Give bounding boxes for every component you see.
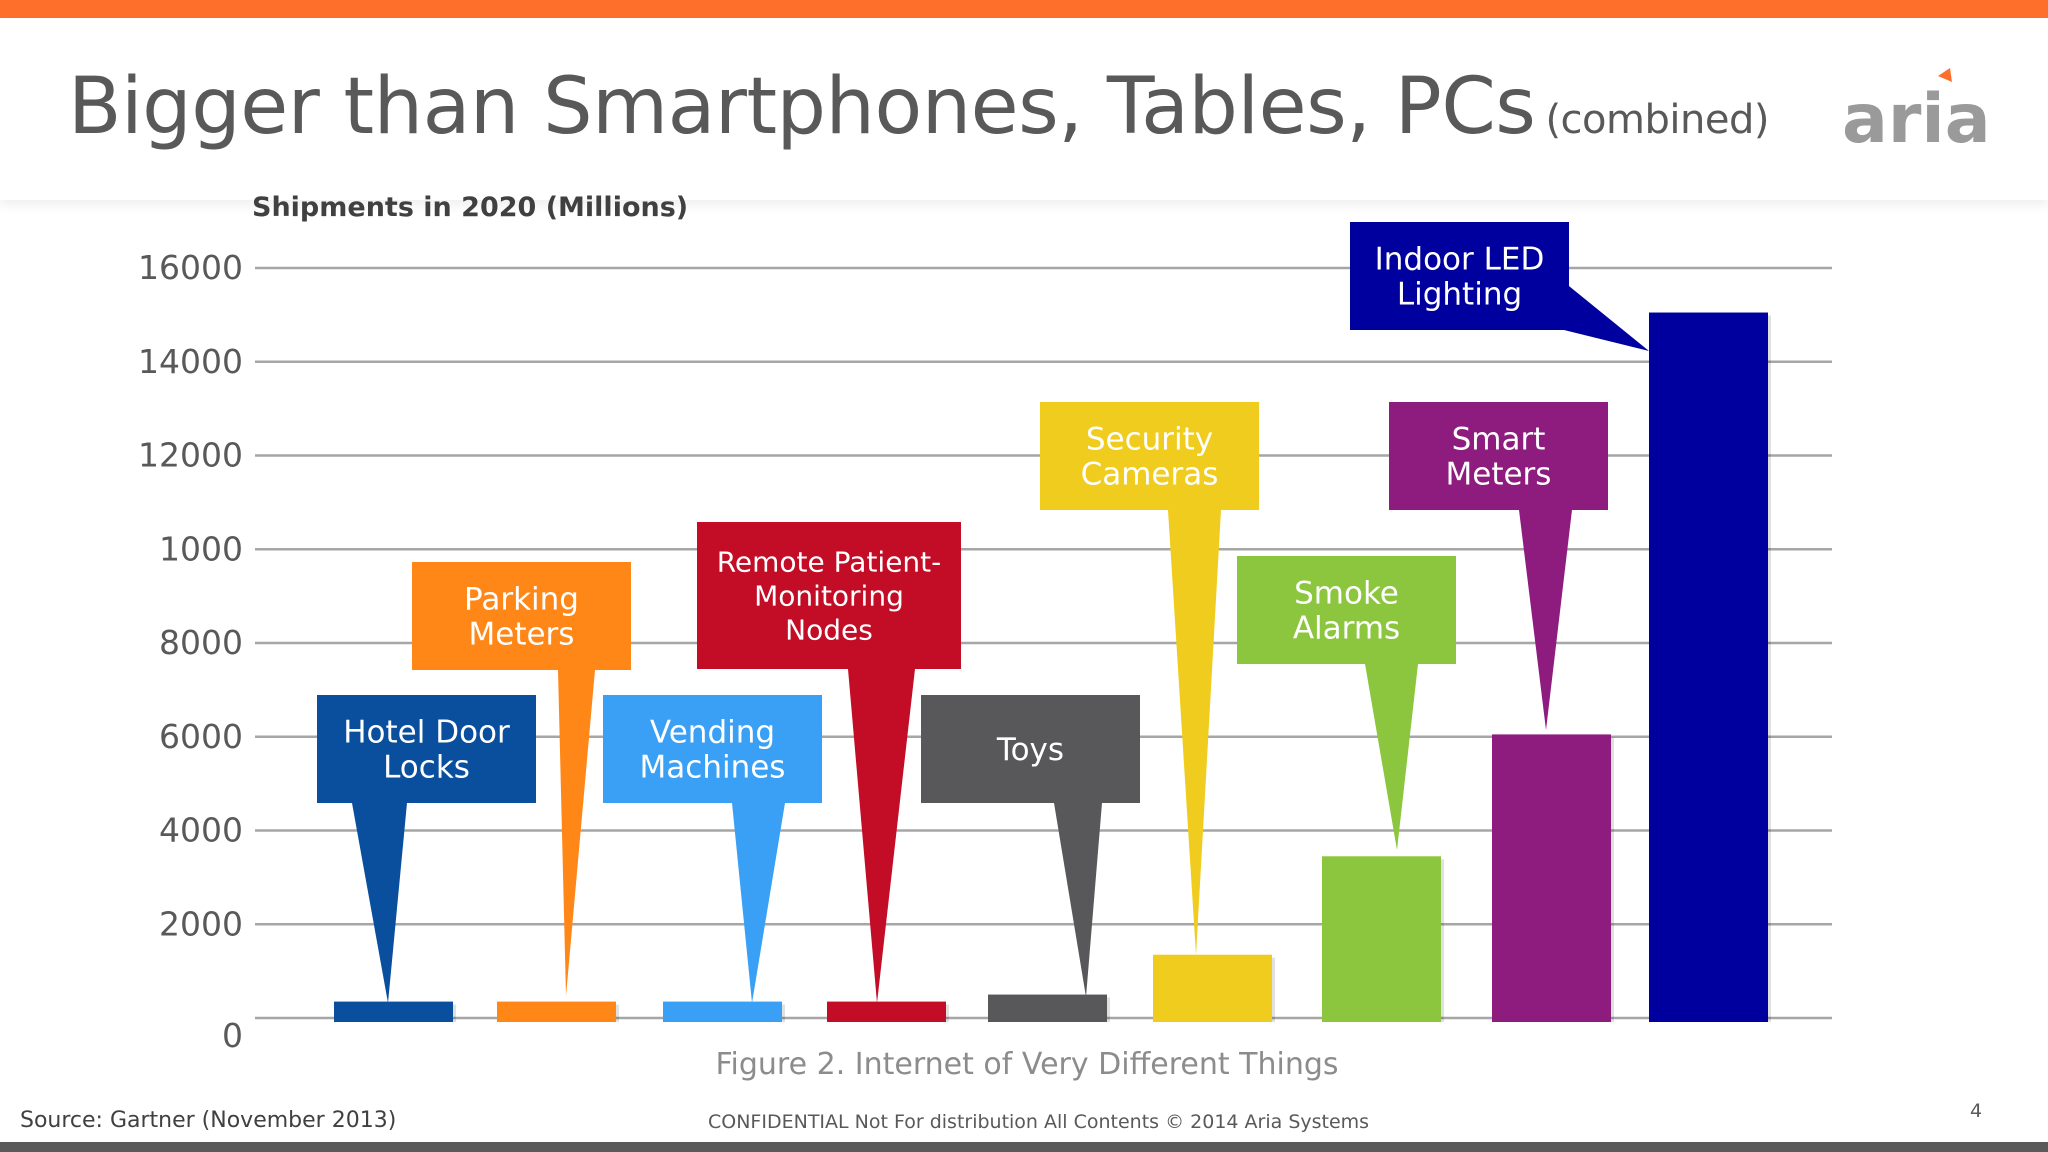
y-tick-label: 14000 xyxy=(138,342,243,381)
callout-label: Monitoring xyxy=(754,580,904,613)
callout-pointer xyxy=(848,669,915,1003)
callout-label: Cameras xyxy=(1081,457,1219,493)
accent-top-bar xyxy=(0,0,2048,18)
callout-box xyxy=(317,695,536,803)
confidential-note: CONFIDENTIAL Not For distribution All Co… xyxy=(708,1111,1370,1133)
callout-label: Security xyxy=(1086,422,1213,458)
callout-box xyxy=(921,695,1140,803)
callout-pointer xyxy=(1564,282,1649,351)
bar xyxy=(334,1001,453,1022)
page-number: 4 xyxy=(1970,1100,1983,1122)
figure-caption: Figure 2. Internet of Very Different Thi… xyxy=(715,1047,1338,1082)
callout-label: Meters xyxy=(1446,457,1552,493)
callout-label: Remote Patient- xyxy=(717,546,942,579)
bar xyxy=(827,1001,946,1022)
slide-title: Bigger than Smartphones, Tables, PCs (com… xyxy=(68,62,1769,152)
bar xyxy=(1649,312,1768,1022)
callout-box xyxy=(1040,402,1259,510)
bar xyxy=(988,994,1107,1022)
source-note: Source: Gartner (November 2013) xyxy=(20,1108,397,1133)
callout-box xyxy=(1350,222,1569,330)
callout-box xyxy=(697,522,961,669)
callout-box xyxy=(412,562,631,670)
callout-pointer xyxy=(1054,803,1102,997)
bar xyxy=(1153,954,1272,1022)
callout-label: Smart xyxy=(1452,422,1546,458)
callout-label: Smoke xyxy=(1294,576,1399,612)
y-tick-label: 6000 xyxy=(159,717,243,756)
bar xyxy=(1492,734,1611,1022)
bar xyxy=(663,1001,782,1022)
callout-label: Alarms xyxy=(1293,611,1400,647)
aria-logo-text: aria xyxy=(1842,80,1990,154)
y-tick-label: 0 xyxy=(222,1016,243,1055)
bottom-bar xyxy=(0,1142,2048,1152)
bar xyxy=(497,1001,616,1022)
y-tick-label: 16000 xyxy=(138,248,243,287)
y-tick-label: 12000 xyxy=(138,436,243,475)
callout-label: Machines xyxy=(640,750,786,786)
y-tick-label: 8000 xyxy=(159,623,243,662)
y-tick-label: 4000 xyxy=(159,811,243,850)
callout-box xyxy=(603,695,822,803)
callout-label: Meters xyxy=(469,617,575,653)
callout-label: Toys xyxy=(996,732,1064,768)
callout-pointer xyxy=(732,803,785,1003)
chart-title: Shipments in 2020 (Millions) xyxy=(252,192,688,223)
callout-pointer xyxy=(1519,510,1572,730)
callout-label: Indoor LED xyxy=(1375,242,1545,278)
aria-logo: aria xyxy=(1842,68,1990,154)
title-band xyxy=(0,18,2048,200)
callout-label: Lighting xyxy=(1397,277,1522,313)
y-tick-label: 2000 xyxy=(159,904,243,943)
callout-label: Hotel Door xyxy=(343,715,510,751)
callout-pointer xyxy=(1365,664,1418,850)
logo-accent-mark xyxy=(1938,68,1952,82)
callout-label: Nodes xyxy=(785,614,873,647)
callout-pointer xyxy=(352,803,407,1003)
y-tick-label: 1000 xyxy=(159,529,243,568)
callout-box xyxy=(1237,556,1456,664)
callout-pointer xyxy=(558,670,595,996)
callout-pointer xyxy=(1168,510,1221,955)
callout-label: Vending xyxy=(650,715,775,751)
bar xyxy=(1322,856,1441,1022)
callout-label: Locks xyxy=(383,750,470,786)
callout-box xyxy=(1389,402,1608,510)
callout-label: Parking xyxy=(464,582,579,618)
slide-title-suffix: (combined) xyxy=(1545,97,1769,143)
slide-title-main: Bigger than Smartphones, Tables, PCs xyxy=(68,62,1536,152)
